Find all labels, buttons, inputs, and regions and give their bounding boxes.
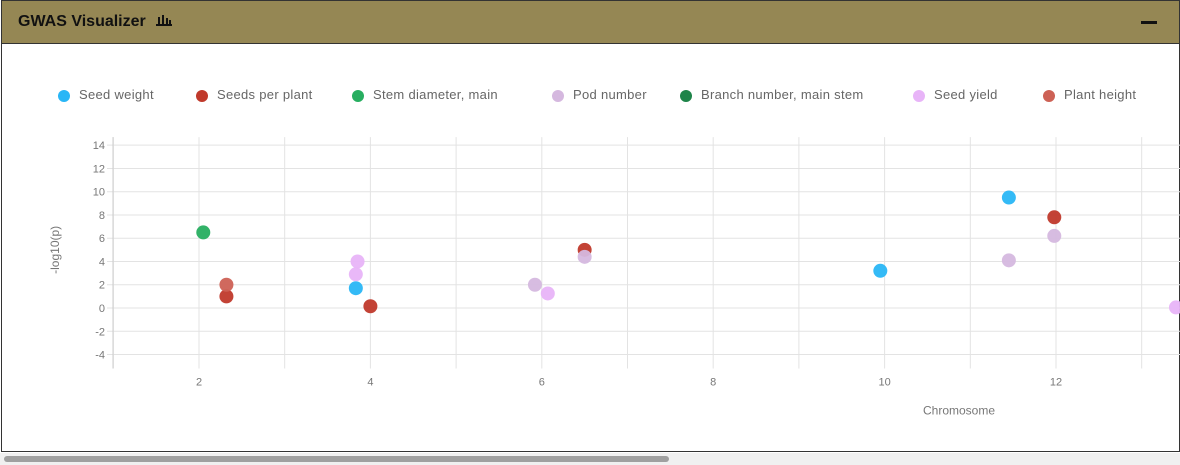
data-point[interactable]: [196, 225, 211, 240]
scrollbar-thumb[interactable]: [4, 456, 669, 462]
legend-swatch: [680, 90, 692, 102]
legend-swatch: [552, 90, 564, 102]
y-tick-label: 4: [99, 256, 105, 268]
data-point[interactable]: [1047, 228, 1062, 243]
data-point[interactable]: [348, 281, 363, 296]
x-tick-label: 8: [710, 377, 716, 389]
data-point[interactable]: [1168, 300, 1180, 315]
horizontal-scrollbar[interactable]: [0, 453, 1180, 465]
minimize-button[interactable]: [1139, 13, 1159, 31]
y-tick-label: 0: [99, 303, 105, 315]
y-tick-label: -2: [95, 326, 105, 338]
data-point[interactable]: [1047, 210, 1062, 225]
data-point[interactable]: [363, 299, 378, 314]
x-axis-label: Chromosome: [923, 404, 995, 418]
data-point[interactable]: [350, 254, 365, 269]
data-point[interactable]: [1001, 190, 1016, 205]
legend-swatch: [913, 90, 925, 102]
data-point[interactable]: [219, 277, 234, 292]
legend-label: Pod number: [573, 87, 647, 102]
y-axis-label: -log10(p): [48, 226, 62, 274]
x-tick-label: 12: [1050, 377, 1062, 389]
bar-chart-icon: [156, 13, 173, 31]
legend-label: Seed yield: [934, 87, 998, 102]
legend-label: Seed weight: [79, 87, 154, 102]
y-tick-label: 12: [93, 163, 105, 175]
data-point[interactable]: [348, 267, 363, 282]
y-tick-label: 8: [99, 210, 105, 222]
x-tick-label: 2: [196, 377, 202, 389]
minimize-icon: [1141, 21, 1157, 24]
y-tick-label: 2: [99, 280, 105, 292]
data-point[interactable]: [1001, 253, 1016, 268]
data-point[interactable]: [540, 286, 555, 301]
data-point[interactable]: [577, 249, 592, 264]
legend-swatch: [1043, 90, 1055, 102]
y-tick-label: 14: [93, 140, 105, 152]
x-tick-label: 6: [539, 377, 545, 389]
panel-title-text: GWAS Visualizer: [18, 13, 146, 31]
gwas-panel: GWAS Visualizer Seed weight Seeds per pla…: [1, 0, 1180, 452]
y-tick-label: -4: [95, 350, 105, 362]
x-tick-label: 10: [878, 377, 890, 389]
legend-label: Branch number, main stem: [701, 87, 864, 102]
panel-title: GWAS Visualizer: [18, 13, 173, 31]
scatter-chart: -4 -2 0 2 4 6 8 10 12 14 2 4 6 8 10 12 Chromosome -log10(…: [48, 137, 1180, 418]
legend-swatch: [352, 90, 364, 102]
legend-label: Seeds per plant: [217, 87, 313, 102]
legend-label: Plant height: [1064, 87, 1137, 102]
panel-header: GWAS Visualizer: [2, 1, 1179, 44]
legend-swatch: [58, 90, 70, 102]
data-point[interactable]: [527, 277, 542, 292]
y-tick-label: 6: [99, 233, 105, 245]
y-tick-label: 10: [93, 187, 105, 199]
x-tick-label: 4: [367, 377, 373, 389]
legend-label: Stem diameter, main: [373, 87, 498, 102]
data-point[interactable]: [873, 263, 888, 278]
legend-swatch: [196, 90, 208, 102]
data-point[interactable]: [219, 289, 234, 304]
